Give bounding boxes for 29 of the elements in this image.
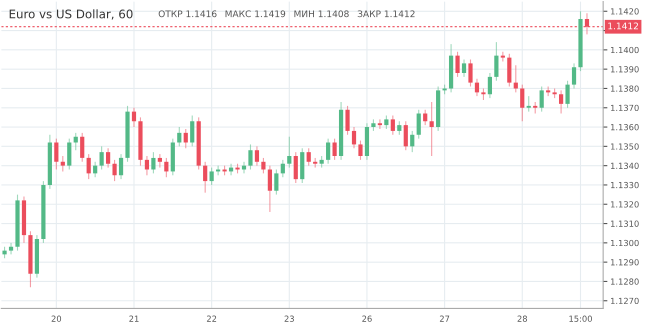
x-tick-label: 15:00 [569,316,592,322]
y-tick-label: 1.1420 [611,8,639,15]
y-tick-label: 1.1360 [611,124,639,130]
x-tick-label: 20 [52,316,62,322]
text: Euro vs US Dollar, 60 [10,9,133,20]
y-tick-label: 1.1320 [611,201,639,208]
y-tick-label: 1.1300 [611,240,639,246]
x-tick-label: 22 [206,316,216,322]
x-tick-label: 26 [362,316,372,322]
y-tick-label: 1.1280 [611,278,639,285]
x-tick-label: 21 [129,316,139,322]
y-tick-label: 1.1400 [611,46,639,54]
y-tick-label: 1.1390 [611,66,639,72]
y-tick-label: 1.1330 [611,182,639,188]
annotation: ЗАКР 1.1412 [358,10,415,18]
y-tick-label: 1.1270 [611,298,639,304]
x-tick-label: 28 [518,316,527,322]
x-tick-label: 23 [284,316,294,322]
annotation: ОТКР 1.1416 [158,10,217,18]
y-tick-label: 1.1370 [611,104,639,112]
ref-line-label: 1.1412 [608,22,638,30]
y-tick-label: 1.1380 [611,85,639,92]
y-tick-label: 1.1310 [611,220,639,227]
annotation: МИН 1.1408 [294,10,349,18]
annotation: МАКС 1.1419 [226,10,286,18]
y-tick-label: 1.1350 [611,143,639,150]
y-tick-label: 1.1290 [611,259,639,266]
y-tick-label: 1.1340 [611,162,639,169]
x-tick-label: 27 [440,316,450,322]
